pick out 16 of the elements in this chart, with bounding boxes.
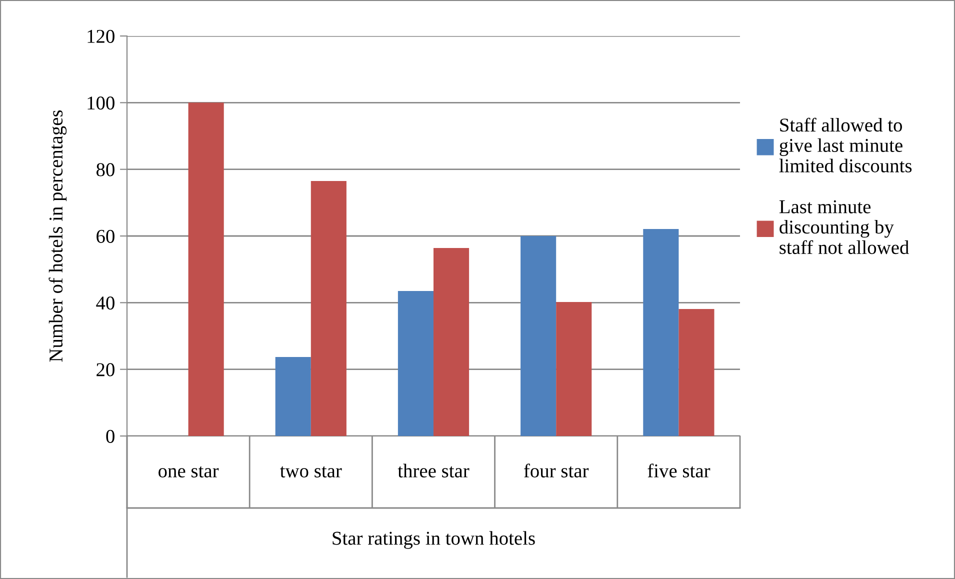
y-tick-label: 60	[96, 230, 114, 243]
y-axis-title: Number of hotels in percentages	[48, 110, 67, 362]
x-tick-label: four star	[524, 464, 589, 478]
y-tick-label: 20	[96, 363, 114, 376]
legend-label: Last minute discounting by staff not allowed	[779, 200, 909, 254]
y-tick-label: 120	[88, 30, 114, 43]
x-tick-label: two star	[280, 466, 342, 478]
x-tick-label: three star	[398, 464, 470, 478]
x-axis-title: Star ratings in town hotels	[332, 531, 535, 549]
y-tick-label: 0	[106, 430, 114, 443]
y-tick-label: 100	[88, 96, 114, 110]
y-tick-label: 40	[96, 296, 114, 310]
legend-label: Staff allowed to give last minute limited discounts	[779, 118, 912, 172]
y-tick-label: 80	[96, 163, 114, 176]
x-tick-label: five star	[648, 464, 710, 478]
x-tick-label: one star	[158, 466, 219, 478]
